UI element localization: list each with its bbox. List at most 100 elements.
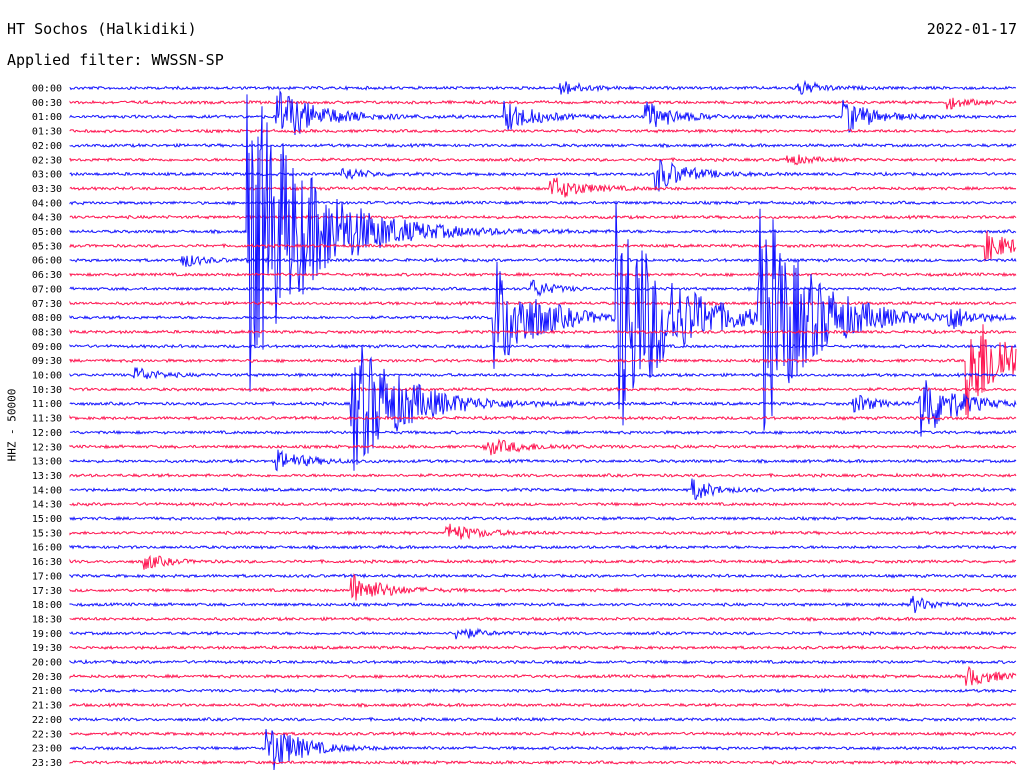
- trace-line: [69, 230, 1017, 263]
- row-time-label: 00:00: [32, 84, 62, 95]
- row-time-label: 16:00: [32, 543, 62, 554]
- trace-line: [69, 94, 1017, 392]
- row-time-label: 03:00: [32, 170, 62, 181]
- row-time-label: 03:30: [32, 184, 62, 195]
- row-time-label: 23:00: [32, 744, 62, 755]
- row-time-label: 18:00: [32, 600, 62, 611]
- trace-line: [69, 438, 1017, 456]
- filter-label: Applied filter: WWSSN-SP: [7, 51, 224, 69]
- station-title: HT Sochos (Halkidiki): [7, 20, 197, 38]
- trace-line: [69, 367, 1017, 380]
- trace-line: [69, 644, 1017, 651]
- trace-line: [69, 449, 1017, 472]
- trace-line: [69, 702, 1017, 709]
- row-time-label: 13:00: [32, 457, 62, 468]
- row-time-label: 07:30: [32, 299, 62, 310]
- row-time-label: 02:00: [32, 141, 62, 152]
- row-time-label: 11:00: [32, 399, 62, 410]
- row-time-label: 14:00: [32, 485, 62, 496]
- trace-line: [69, 544, 1017, 551]
- row-time-label: 06:30: [32, 270, 62, 281]
- row-time-label: 02:30: [32, 155, 62, 166]
- row-time-label: 22:30: [32, 729, 62, 740]
- trace-line: [69, 343, 1017, 350]
- row-time-label: 11:30: [32, 414, 62, 425]
- row-time-label: 09:30: [32, 356, 62, 367]
- row-time-label: 20:30: [32, 672, 62, 683]
- row-time-label: 04:00: [32, 198, 62, 209]
- row-time-label: 05:30: [32, 241, 62, 252]
- row-time-label: 05:00: [32, 227, 62, 238]
- row-time-label: 15:30: [32, 528, 62, 539]
- trace-line: [69, 386, 1017, 393]
- trace-line: [69, 279, 1017, 297]
- trace-line: [69, 523, 1017, 540]
- row-time-label: 10:30: [32, 385, 62, 396]
- trace-line: [69, 730, 1017, 737]
- trace-line: [69, 79, 1017, 95]
- trace-line: [69, 759, 1017, 766]
- trace-line: [69, 554, 1017, 570]
- trace-line: [69, 128, 1016, 134]
- row-time-label: 09:00: [32, 342, 62, 353]
- row-time-label: 16:30: [32, 557, 62, 568]
- trace-line: [69, 616, 1017, 622]
- row-time-label: 13:30: [32, 471, 62, 482]
- row-time-label: 22:00: [32, 715, 62, 726]
- trace-line: [69, 177, 1017, 198]
- row-time-label: 18:30: [32, 614, 62, 625]
- row-time-label: 14:30: [32, 500, 62, 511]
- trace-line: [69, 154, 1017, 166]
- row-time-label: 15:00: [32, 514, 62, 525]
- row-time-label: 00:30: [32, 98, 62, 109]
- trace-line: [69, 573, 1017, 601]
- row-time-label: 01:30: [32, 127, 62, 138]
- row-time-label: 21:30: [32, 701, 62, 712]
- row-time-label: 17:00: [32, 571, 62, 582]
- trace-line: [69, 414, 1017, 421]
- row-time-label: 06:00: [32, 256, 62, 267]
- row-time-label: 12:30: [32, 442, 62, 453]
- trace-line: [69, 200, 1017, 431]
- row-time-label: 08:30: [32, 327, 62, 338]
- trace-line: [69, 729, 1017, 771]
- trace-line: [69, 255, 1017, 267]
- trace-line: [69, 658, 1017, 665]
- trace-line: [69, 716, 1017, 723]
- trace-line: [69, 572, 1017, 579]
- row-time-label: 04:30: [32, 213, 62, 224]
- trace-line: [69, 478, 1017, 501]
- row-time-label: 20:00: [32, 658, 62, 669]
- trace-line: [69, 595, 1017, 614]
- row-time-label: 17:30: [32, 586, 62, 597]
- row-time-label: 10:00: [32, 371, 62, 382]
- row-time-label: 23:30: [32, 758, 62, 769]
- row-time-label: 08:00: [32, 313, 62, 324]
- record-date: 2022-01-17: [926, 20, 1017, 38]
- trace-line: [69, 159, 1017, 192]
- row-time-label: 19:00: [32, 629, 62, 640]
- trace-line: [69, 142, 1017, 149]
- trace-line: [69, 214, 1017, 221]
- trace-line: [69, 324, 1017, 419]
- row-time-label: 01:00: [32, 112, 62, 123]
- row-time-label: 21:00: [32, 686, 62, 697]
- trace-line: [69, 665, 1017, 686]
- trace-line: [69, 429, 1017, 436]
- trace-line: [69, 97, 1017, 110]
- row-time-label: 12:00: [32, 428, 62, 439]
- trace-line: [69, 515, 1017, 522]
- trace-line: [69, 271, 1017, 278]
- trace-line: [69, 627, 1017, 640]
- row-time-label: 19:30: [32, 643, 62, 654]
- row-time-label: 07:00: [32, 284, 62, 295]
- trace-line: [69, 472, 1017, 479]
- trace-line: [69, 687, 1017, 694]
- trace-line: [69, 89, 1017, 136]
- trace-line: [69, 199, 1017, 206]
- trace-line: [69, 501, 1017, 507]
- trace-line: [69, 328, 1017, 335]
- trace-line: [69, 300, 1017, 307]
- trace-line: [69, 345, 1017, 471]
